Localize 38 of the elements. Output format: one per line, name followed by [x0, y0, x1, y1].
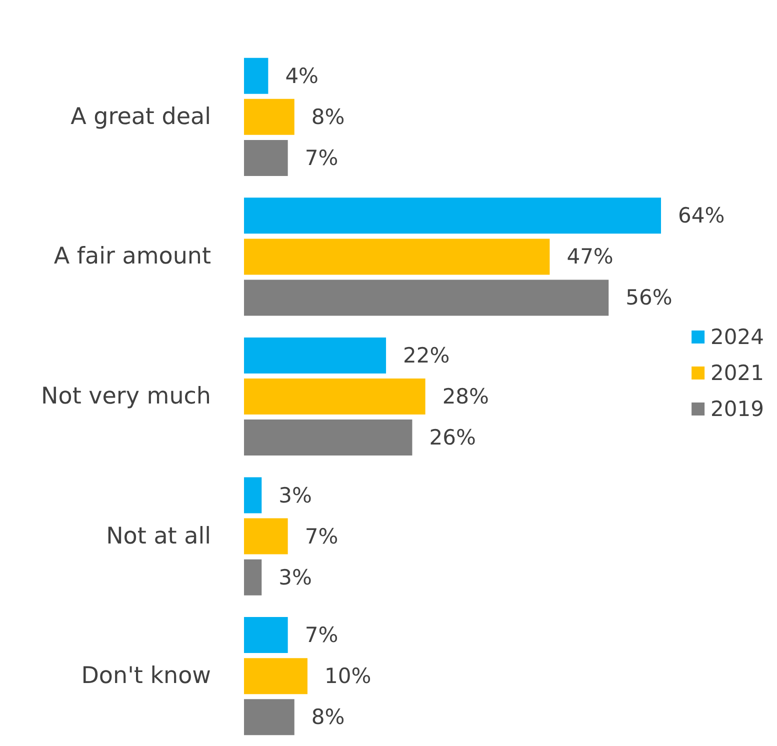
data-label: 26%	[429, 426, 476, 450]
bar	[243, 698, 296, 736]
bar	[243, 278, 610, 317]
y-tick-label: Don't know	[81, 663, 211, 690]
data-label: 3%	[278, 565, 312, 590]
bar	[243, 138, 289, 177]
bar	[243, 616, 289, 654]
legend-label: 2024	[710, 325, 764, 349]
data-label: 7%	[304, 146, 338, 170]
bar	[243, 558, 263, 596]
legend-label: 2021	[710, 361, 764, 385]
data-label: 8%	[311, 104, 345, 129]
data-label: 10%	[324, 664, 372, 688]
bar	[243, 238, 551, 276]
y-tick-label: A great deal	[70, 104, 211, 130]
y-tick-label: Not very much	[41, 384, 211, 410]
bar	[243, 657, 308, 696]
data-label: 8%	[311, 705, 345, 730]
bar	[243, 98, 296, 136]
bar	[243, 476, 263, 514]
data-label: 4%	[285, 64, 319, 88]
data-label: 22%	[403, 343, 450, 368]
y-tick-label: A fair amount	[54, 244, 211, 270]
y-tick-label: Not at all	[106, 523, 211, 550]
bar	[243, 56, 270, 95]
data-label: 47%	[566, 244, 614, 269]
data-label: 28%	[442, 384, 489, 408]
legend-label: 2019	[710, 397, 764, 421]
bar	[243, 196, 662, 235]
bar	[243, 378, 426, 416]
bar	[243, 517, 289, 556]
data-label: 64%	[678, 204, 725, 228]
bar	[243, 418, 414, 457]
data-label: 3%	[278, 483, 312, 508]
data-label: 7%	[304, 524, 338, 548]
data-label: 7%	[304, 623, 338, 648]
bar	[243, 336, 388, 374]
data-label: 56%	[626, 286, 672, 310]
